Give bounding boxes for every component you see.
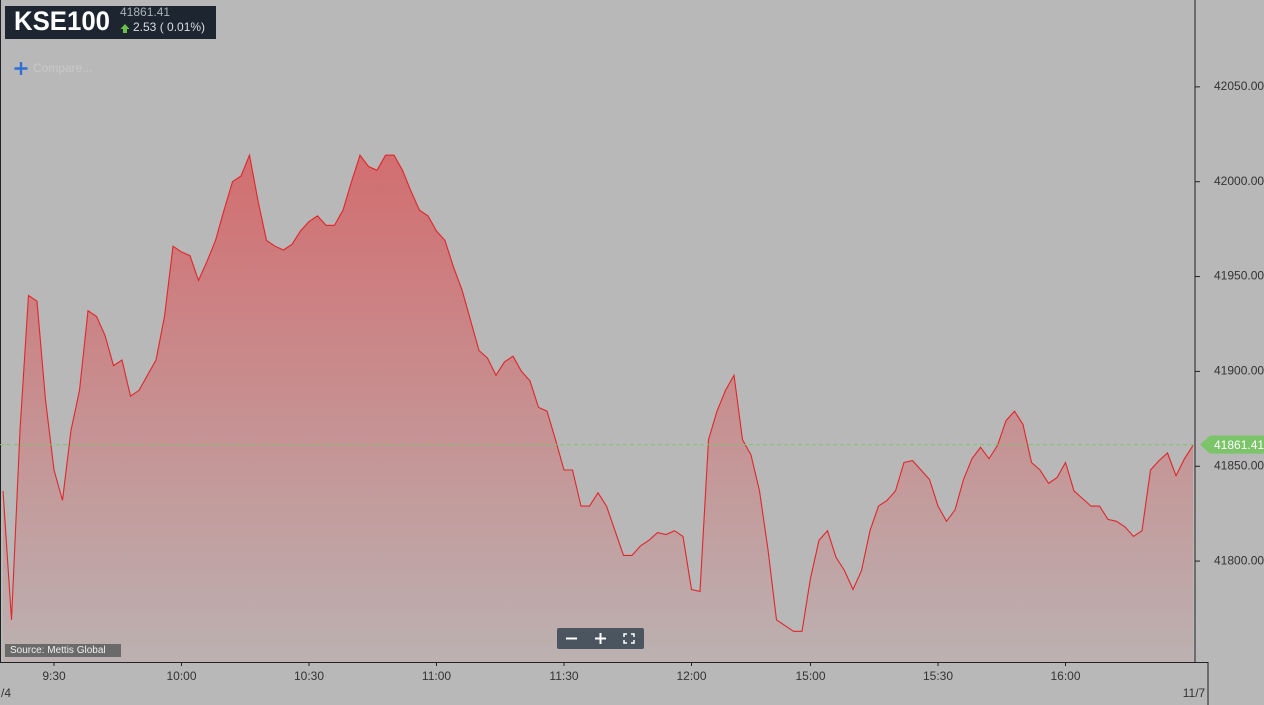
up-arrow xyxy=(120,24,130,33)
y-tick-label: 42000.00 xyxy=(1214,174,1264,188)
x-tick-label: 10:00 xyxy=(166,669,196,683)
header-box xyxy=(5,6,216,39)
fullscreen[interactable] xyxy=(623,633,635,644)
plot-area xyxy=(2,153,1194,662)
source-box xyxy=(5,644,121,657)
x-edge-label: /4 xyxy=(1,686,11,700)
x-tick-label: 16:00 xyxy=(1050,669,1080,683)
x-tick-label: 9:30 xyxy=(42,669,66,683)
y-tick-label: 41900.00 xyxy=(1214,364,1264,378)
compare-button[interactable]: Compare... xyxy=(14,61,93,75)
x-tick-label: 15:30 xyxy=(923,669,953,683)
zoom-in-icon[interactable] xyxy=(595,633,606,644)
x-tick-label: 15:00 xyxy=(795,669,825,683)
price-line xyxy=(2,153,1194,632)
zoom-controls xyxy=(557,628,644,649)
x-tick-label: 12:00 xyxy=(676,669,706,683)
compare-plus[interactable] xyxy=(14,62,28,75)
last-price-label: 41861.41 xyxy=(1214,438,1264,452)
area xyxy=(3,155,1193,662)
y-tick-label: 41950.00 xyxy=(1214,269,1264,283)
symbol-title: KSE100 xyxy=(14,6,110,36)
x-edge-label: 11/7 xyxy=(1183,686,1206,700)
y-tick-label: 41800.00 xyxy=(1214,553,1264,567)
last-price-tag xyxy=(1200,435,1264,454)
x-tick-label: 10:30 xyxy=(294,669,324,683)
compare-label[interactable]: Compare... xyxy=(33,61,92,75)
fullscreen-icon[interactable] xyxy=(623,633,635,644)
zoom-in[interactable] xyxy=(595,633,606,644)
x-tick-label: 11:00 xyxy=(422,669,451,683)
source-label: Source: Mettis Global xyxy=(10,645,106,656)
header-price: 41861.41 xyxy=(120,5,170,19)
y-tick-label: 41850.00 xyxy=(1214,458,1264,472)
y-tick-label: 42050.00 xyxy=(1214,79,1264,93)
x-tick-label: 11:30 xyxy=(549,669,578,683)
header-change: 2.53 ( 0.01%) xyxy=(133,20,205,34)
